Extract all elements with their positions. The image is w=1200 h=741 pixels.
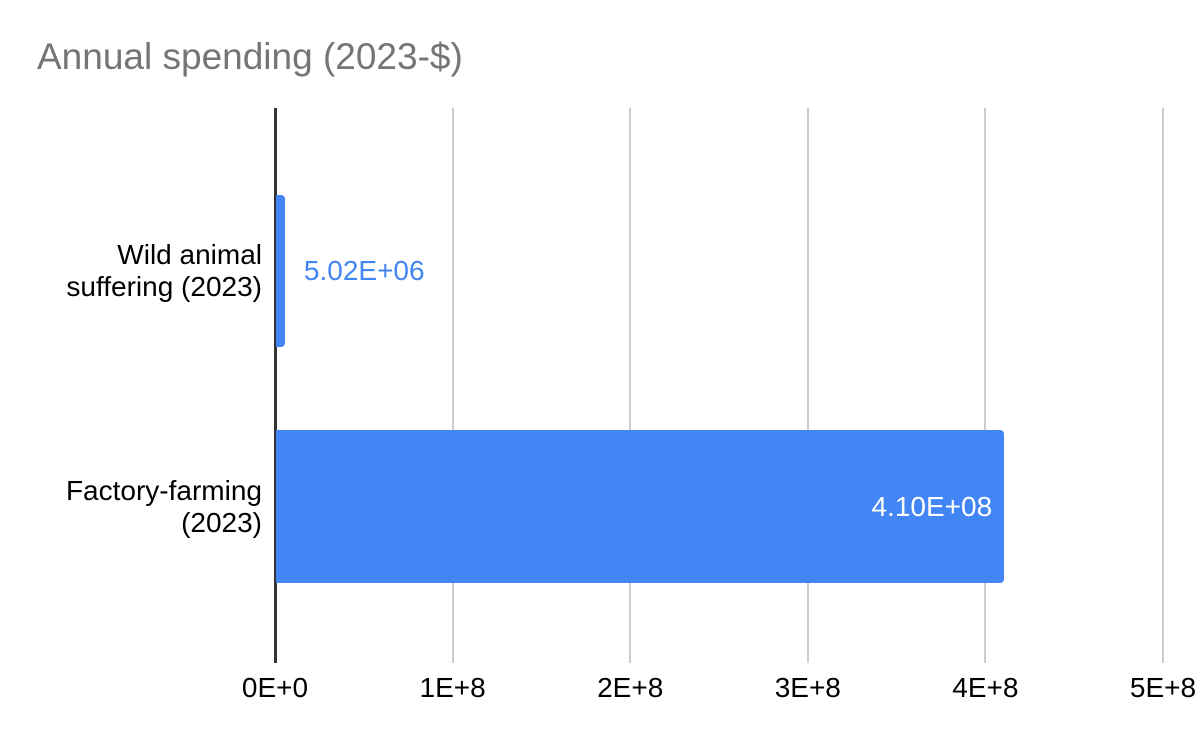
bar[interactable] — [276, 195, 285, 347]
gridline — [451, 108, 454, 663]
x-axis-tick-label: 4E+8 — [952, 672, 1019, 703]
bar-value-label: 4.10E+08 — [871, 490, 993, 522]
x-axis-tick-label: 1E+8 — [419, 672, 486, 703]
y-axis-line — [274, 108, 277, 663]
plot-area: 4.10E+08 — [274, 108, 1164, 663]
x-axis-tick-label: 3E+8 — [774, 672, 841, 703]
bar-value-label: 5.02E+06 — [303, 255, 425, 286]
category-label: Factory-farming (2023) — [65, 474, 262, 538]
x-axis-tick-label: 0E+0 — [241, 672, 309, 703]
x-axis-tick-label: 5E+8 — [1129, 672, 1197, 703]
gridline — [629, 108, 632, 663]
bar[interactable]: 4.10E+08 — [276, 430, 1005, 583]
gridline — [1162, 108, 1164, 663]
chart-title: Annual spending (2023-$) — [37, 36, 463, 77]
x-axis-tick-label: 2E+8 — [597, 672, 664, 703]
gridline — [806, 108, 809, 663]
category-label: Wild animal suffering (2023) — [66, 239, 262, 302]
gridline — [984, 108, 987, 663]
